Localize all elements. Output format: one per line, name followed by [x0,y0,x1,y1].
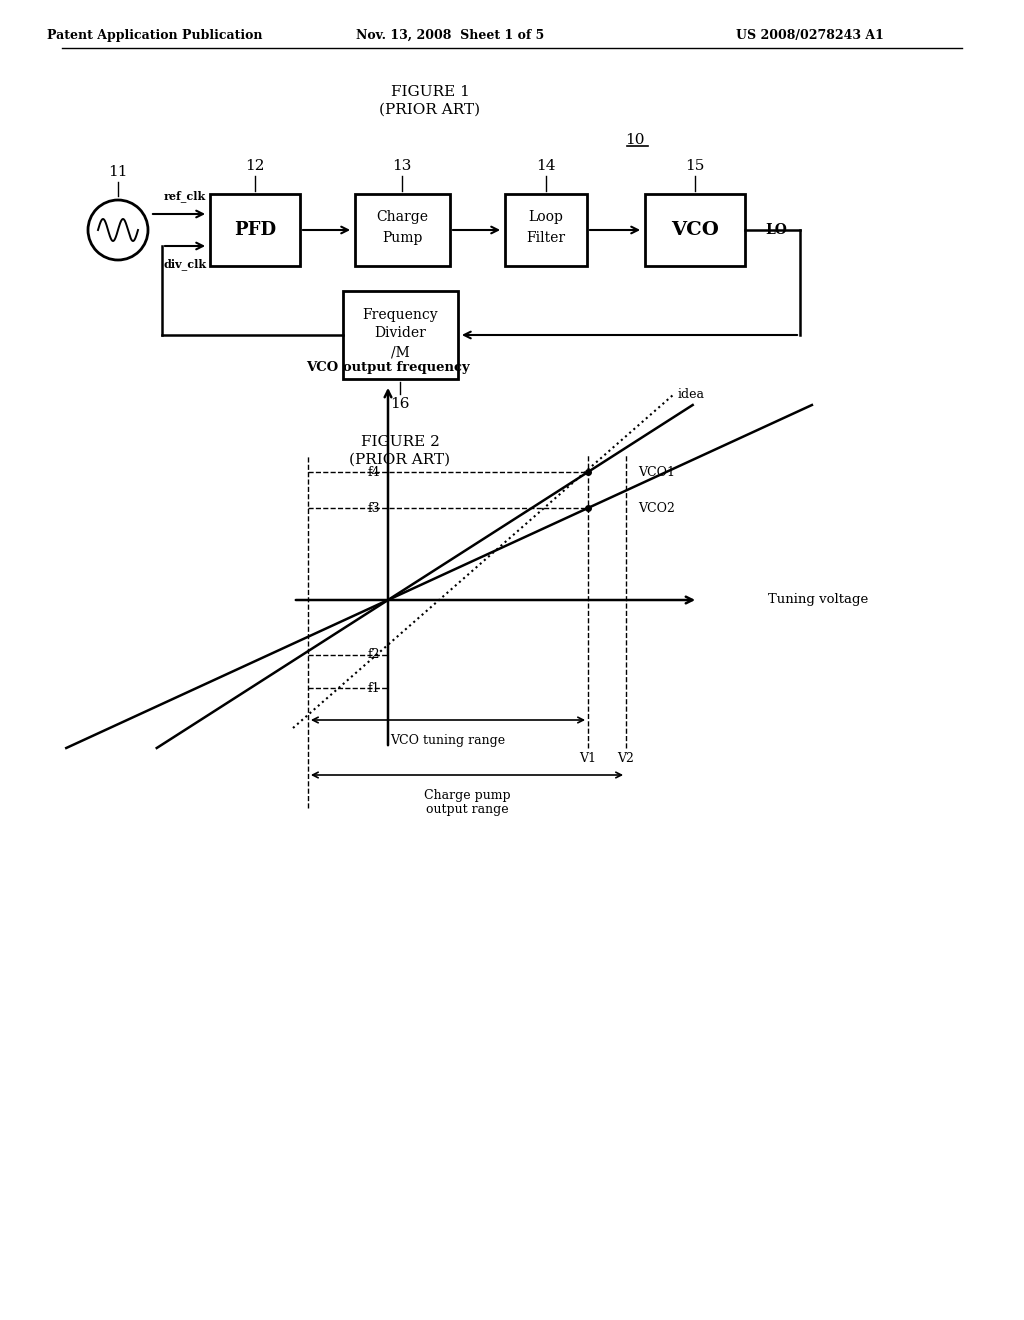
Text: 16: 16 [390,397,410,411]
Text: Patent Application Publication: Patent Application Publication [47,29,263,41]
Text: Pump: Pump [382,231,422,246]
Text: 10: 10 [626,133,645,147]
Text: Frequency: Frequency [362,308,438,322]
Circle shape [88,201,148,260]
Text: 14: 14 [537,158,556,173]
Text: VCO: VCO [671,220,719,239]
Text: ref_clk: ref_clk [164,190,206,202]
Text: div_clk: div_clk [164,257,207,269]
Text: Tuning voltage: Tuning voltage [768,594,868,606]
Text: PFD: PFD [233,220,276,239]
Bar [343,290,458,379]
Text: VCO1: VCO1 [638,466,675,479]
Text: V1: V1 [580,751,597,764]
Text: VCO tuning range: VCO tuning range [390,734,506,747]
Text: Nov. 13, 2008  Sheet 1 of 5: Nov. 13, 2008 Sheet 1 of 5 [356,29,544,41]
Text: idea: idea [678,388,705,401]
Text: VCO output frequency: VCO output frequency [306,360,470,374]
Text: f4: f4 [368,466,380,479]
Text: Filter: Filter [526,231,565,246]
Text: LO: LO [765,223,786,238]
Text: V2: V2 [617,751,635,764]
Text: Charge pump: Charge pump [424,789,510,803]
Text: 12: 12 [246,158,265,173]
Text: 15: 15 [685,158,705,173]
Text: FIGURE 1: FIGURE 1 [390,84,469,99]
Text: /M: /M [390,346,410,360]
Text: (PRIOR ART): (PRIOR ART) [349,453,451,467]
Text: VCO2: VCO2 [638,502,675,515]
Text: 11: 11 [109,165,128,180]
Bar [210,194,300,267]
Text: Loop: Loop [528,210,563,224]
Text: FIGURE 2: FIGURE 2 [360,436,439,449]
Text: f2: f2 [368,648,380,661]
Bar [355,194,450,267]
Bar [505,194,587,267]
Text: US 2008/0278243 A1: US 2008/0278243 A1 [736,29,884,41]
Text: Divider: Divider [374,326,426,341]
Text: (PRIOR ART): (PRIOR ART) [380,103,480,117]
Text: Charge: Charge [376,210,428,224]
Text: 13: 13 [392,158,412,173]
Text: f1: f1 [368,681,380,694]
Text: f3: f3 [368,502,380,515]
Bar [645,194,745,267]
Text: output range: output range [426,803,508,816]
